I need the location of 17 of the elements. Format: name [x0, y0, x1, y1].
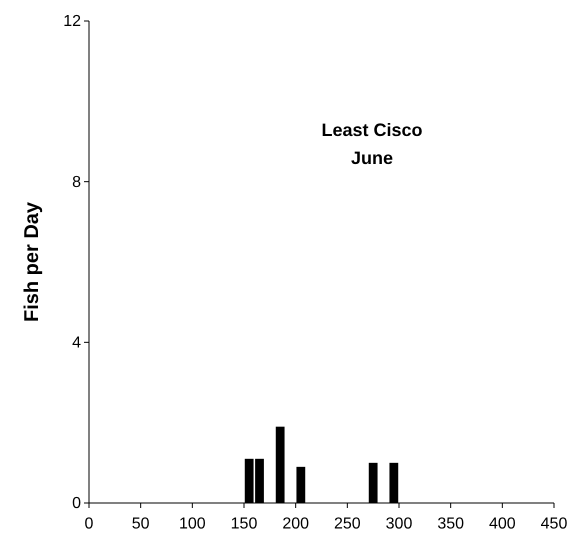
y-tick-label: 12: [63, 13, 82, 30]
x-tick-label: 350: [437, 516, 464, 533]
x-tick-label: 250: [334, 516, 361, 533]
x-tick-label: 400: [488, 516, 516, 533]
x-tick-label: 0: [84, 516, 94, 533]
x-tick-label: 100: [178, 516, 206, 533]
text: June: [350, 148, 394, 168]
x-tick-label: 300: [386, 516, 412, 533]
x-tick-label: 150: [230, 516, 258, 533]
text: Least Cisco: [321, 120, 423, 140]
y-tick-label: 8: [72, 174, 82, 191]
x-tick-label: 450: [540, 516, 568, 533]
x-tick-label: 50: [132, 516, 150, 533]
y-axis-title: Fish per Day: [21, 201, 43, 322]
x-tick-label: 200: [282, 516, 310, 533]
y-tick-label: 0: [72, 495, 82, 512]
y-tick-label: 4: [72, 334, 82, 352]
